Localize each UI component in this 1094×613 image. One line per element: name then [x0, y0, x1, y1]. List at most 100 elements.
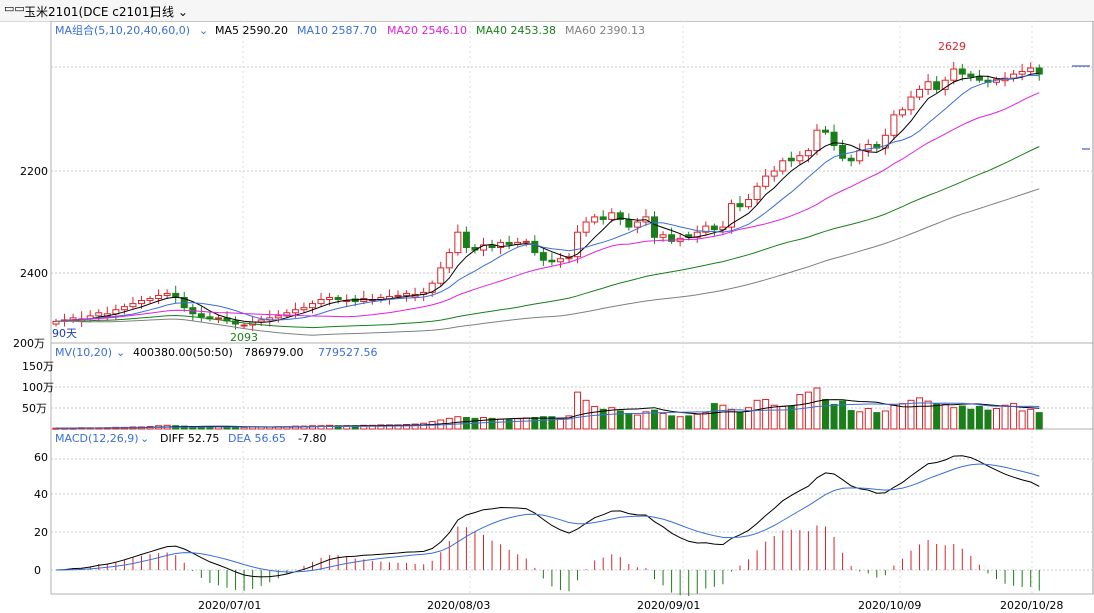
- volume-bar: [232, 426, 240, 430]
- left-cut-label: 90天: [52, 327, 77, 340]
- candle-body: [1018, 71, 1026, 75]
- volume-bar: [839, 400, 847, 430]
- candle-body: [796, 155, 804, 162]
- candle-body: [830, 131, 838, 147]
- ma5-value: MA5 2590.20: [215, 24, 288, 37]
- volume-bar: [830, 403, 838, 430]
- candle-body: [138, 300, 145, 305]
- date-tick-label: 2020/10/09: [858, 599, 921, 612]
- period-selector[interactable]: 日线 ⌄: [150, 3, 188, 20]
- chart-area[interactable]: 2200 2400 50万 100万 150万 0 20 40 60 2020/07/01 2020…: [0, 21, 1094, 613]
- macd-tick-label: 0: [34, 564, 41, 577]
- macd-tick-label: 60: [34, 451, 48, 464]
- volume-bar: [745, 407, 753, 430]
- mv-dropdown-icon[interactable]: ⌄: [116, 346, 125, 359]
- volume-bar: [727, 408, 735, 430]
- volume-bar: [916, 397, 924, 430]
- volume-bar: [950, 407, 958, 430]
- volume-bar: [958, 405, 966, 430]
- candle-body: [317, 299, 325, 305]
- candle-body: [847, 157, 855, 162]
- volume-bar: [582, 399, 590, 430]
- candle-body: [779, 160, 787, 172]
- volume-bar: [659, 412, 667, 430]
- candle-body: [898, 109, 906, 116]
- date-tick-label: 2020/10/28: [1000, 599, 1063, 612]
- candle-body: [975, 76, 983, 81]
- candle-body: [762, 175, 770, 187]
- candle-body: [574, 231, 582, 258]
- macd-dropdown-icon[interactable]: ⌄: [140, 432, 149, 445]
- date-tick-label: 2020/09/01: [637, 599, 700, 612]
- volume-ma-lines: [56, 399, 1040, 429]
- volume-bar: [924, 400, 932, 430]
- ma-line: [56, 188, 1040, 336]
- volume-bar: [539, 416, 547, 430]
- candle-body: [651, 216, 658, 238]
- candle-body: [120, 306, 128, 311]
- candle-body: [394, 294, 402, 297]
- ma-lines: [55, 72, 1040, 336]
- volume-bar: [693, 413, 701, 430]
- volume-bar: [531, 417, 539, 430]
- volume-bar: [847, 410, 855, 430]
- candle-body: [556, 258, 564, 263]
- ma-dropdown-icon[interactable]: ⌄: [199, 24, 208, 37]
- candle-body: [753, 185, 761, 201]
- price-tick-label: 2400: [20, 267, 48, 280]
- candle-body: [197, 313, 205, 318]
- volume-bar: [599, 408, 607, 430]
- candle-body: [958, 68, 966, 75]
- volume-bars: [52, 387, 1043, 430]
- main-legend: MA组合(5,10,20,40,60,0) ⌄ MA5 2590.20 MA10…: [55, 23, 645, 37]
- candle-body: [770, 170, 778, 177]
- candle-body: [608, 212, 616, 220]
- candle-body: [950, 68, 958, 81]
- candle-body: [505, 241, 513, 245]
- volume-bar: [933, 403, 941, 430]
- volume-tick-label: 150万: [22, 360, 54, 373]
- candle-body: [941, 79, 949, 90]
- candle-body: [856, 150, 864, 162]
- volume-bar: [719, 404, 727, 430]
- title-bar: ▭▭ 玉米2101(DCE c2101) 日线 ⌄: [0, 0, 1094, 22]
- volume-bar: [770, 404, 778, 430]
- candle-body: [95, 312, 103, 317]
- date-tick-label: 2020/07/01: [198, 599, 261, 612]
- candle-body: [890, 114, 898, 136]
- volume-bar: [514, 418, 522, 430]
- volume-bar: [873, 412, 881, 430]
- candle-body: [437, 267, 445, 284]
- volume-bar: [753, 399, 761, 430]
- candle-body: [309, 303, 316, 309]
- candle-body: [745, 199, 753, 208]
- volume-bar: [326, 424, 334, 430]
- ma60-value: MA60 2390.13: [565, 24, 645, 37]
- candle-body: [146, 298, 154, 302]
- candle-body: [907, 96, 915, 111]
- mv10-value: 786979.00: [244, 346, 304, 359]
- candle-body: [787, 157, 795, 162]
- ma-indicator-label[interactable]: MA组合(5,10,20,40,60,0): [55, 23, 190, 37]
- candle-body: [539, 252, 547, 261]
- mv-indicator-label[interactable]: MV(10,20): [55, 346, 112, 359]
- candle-body: [864, 143, 872, 152]
- macd-indicator-label[interactable]: MACD(12,26,9): [55, 432, 139, 445]
- candle-body: [916, 88, 924, 98]
- volume-bar: [941, 403, 949, 430]
- chart-type-icon[interactable]: ▭▭: [4, 2, 25, 15]
- volume-bar: [736, 412, 744, 430]
- volume-bar: [1001, 404, 1009, 430]
- macd-tick-label: 20: [34, 526, 48, 539]
- volume-bar: [642, 411, 650, 430]
- candle-body: [967, 73, 975, 78]
- volume-ma-line: [56, 399, 1040, 429]
- instrument-title[interactable]: 玉米2101(DCE c2101): [24, 5, 155, 19]
- volume-legend: MV(10,20) ⌄ 400380.00(50:50) 786979.00 7…: [55, 346, 378, 359]
- volume-bar: [881, 410, 889, 430]
- candle-body: [522, 240, 530, 243]
- candle-body: [659, 234, 667, 238]
- volume-bar: [317, 425, 325, 430]
- candle-body: [668, 234, 676, 242]
- ma-line: [55, 72, 1040, 323]
